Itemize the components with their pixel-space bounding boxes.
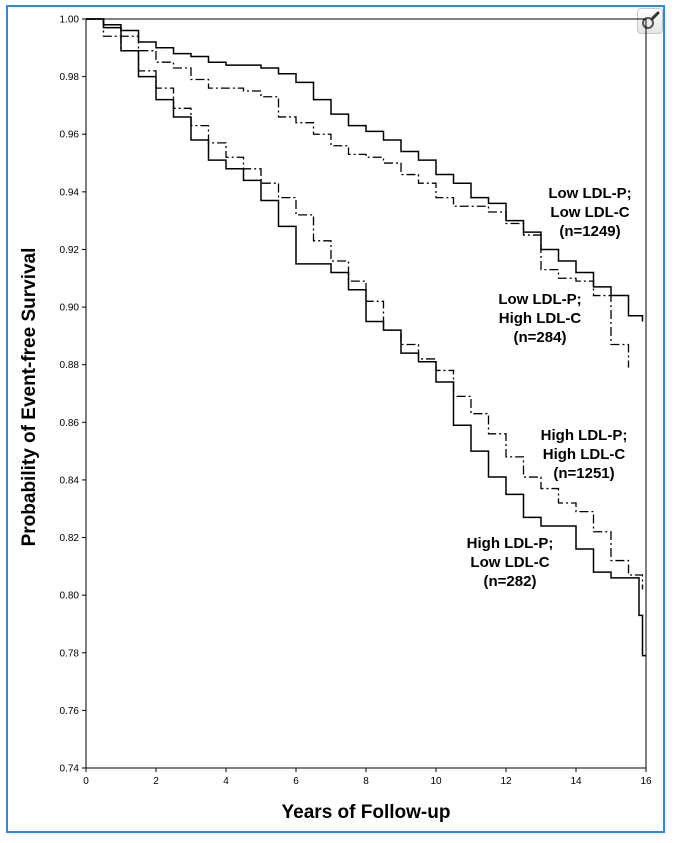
x-tick-label: 10 (430, 776, 442, 787)
series-line-4 (86, 18, 646, 657)
series-line-2 (86, 18, 630, 368)
series-label-1: Low LDL-P; (548, 185, 631, 202)
y-tick-label: 0.74 (60, 764, 80, 775)
y-tick-label: 0.86 (60, 418, 80, 429)
series-label-1: Low LDL-C (550, 204, 629, 221)
x-tick-label: 6 (293, 776, 299, 787)
x-tick-label: 2 (153, 776, 159, 787)
axes: 0.74 0.76 0.78 0.80 0.82 0.84 0.86 0.88 0.90 0.92… (60, 15, 652, 788)
y-tick-label: 0.76 (60, 706, 80, 717)
annotations: Low LDL-P; Low LDL-C (n=1249) Low LDL-P; Hig… (467, 185, 632, 590)
x-tick-label: 16 (640, 776, 652, 787)
x-tick-label: 4 (223, 776, 229, 787)
y-tick-label: 0.98 (60, 72, 80, 83)
y-tick-label: 0.96 (60, 130, 80, 141)
series-line-1 (86, 18, 644, 322)
y-tick-label: 0.92 (60, 245, 80, 256)
y-tick-label: 0.78 (60, 648, 80, 659)
series-label-3: High LDL-C (543, 446, 626, 463)
series-label-3: (n=1251) (553, 465, 614, 482)
x-axis-title: Years of Follow-up (282, 802, 451, 823)
y-tick-label: 0.82 (60, 533, 80, 544)
y-tick-label: 0.84 (60, 475, 80, 486)
series-label-2: High LDL-C (499, 310, 582, 327)
magnifier-icon (642, 11, 660, 29)
series-label-1: (n=1249) (559, 223, 620, 240)
y-tick-label: 0.80 (60, 591, 80, 602)
y-tick-label: 0.90 (60, 303, 80, 314)
series-label-4: (n=282) (484, 573, 537, 590)
series-label-3: High LDL-P; (541, 427, 628, 444)
series-label-2: (n=284) (514, 329, 567, 346)
y-tick-label: 1.00 (60, 15, 80, 26)
x-tick-label: 12 (500, 776, 512, 787)
x-tick-label: 14 (570, 776, 582, 787)
series-lines (86, 18, 646, 657)
series-label-2: Low LDL-P; (498, 291, 581, 308)
series-label-4: Low LDL-C (470, 554, 549, 571)
x-tick-label: 0 (83, 776, 89, 787)
zoom-button[interactable] (637, 8, 663, 34)
y-tick-label: 0.94 (60, 187, 80, 198)
x-tick-label: 8 (363, 776, 369, 787)
figure-frame (6, 5, 665, 833)
series-label-4: High LDL-P; (467, 535, 554, 552)
y-tick-label: 0.88 (60, 360, 80, 371)
y-axis-title: Probability of Event-free Survival (19, 248, 40, 547)
